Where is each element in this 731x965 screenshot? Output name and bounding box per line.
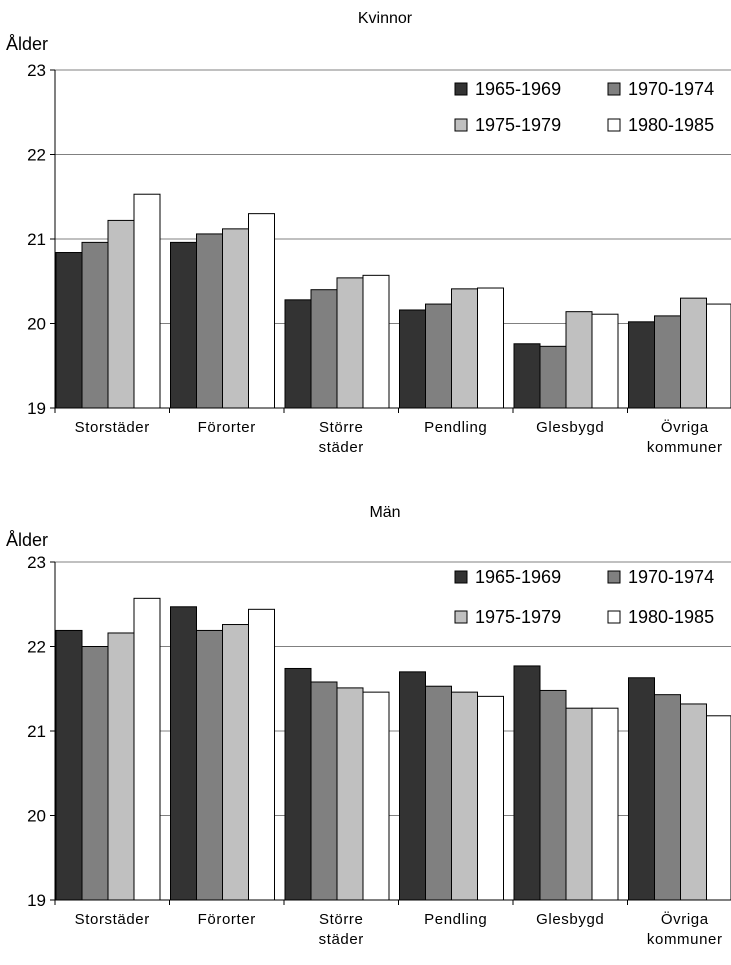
bar-1975-1979	[337, 278, 363, 408]
y-tick-label: 22	[27, 638, 46, 657]
bar-1980-1985	[134, 194, 160, 408]
y-tick-label: 23	[27, 61, 46, 80]
legend-label: 1975-1979	[475, 607, 561, 627]
x-tick-label: Större	[319, 911, 363, 928]
bar-1965-1969	[514, 666, 540, 900]
bar-1980-1985	[592, 314, 618, 408]
x-tick-label: Förorter	[198, 911, 256, 928]
bar-1975-1979	[223, 229, 249, 408]
legend-label: 1970-1974	[628, 79, 714, 99]
bar-1970-1974	[311, 290, 337, 408]
bar-1975-1979	[681, 298, 707, 408]
bar-1970-1974	[197, 630, 223, 900]
y-tick-label: 21	[27, 230, 46, 249]
x-tick-label: städer	[319, 931, 364, 948]
y-tick-label: 19	[27, 399, 46, 418]
bar-1980-1985	[249, 609, 275, 900]
bar-1975-1979	[223, 625, 249, 900]
x-tick-label: Storstäder	[75, 911, 150, 928]
bar-1980-1985	[363, 692, 389, 900]
y-tick-label: 23	[27, 553, 46, 572]
legend-label: 1975-1979	[475, 115, 561, 135]
bar-1965-1969	[171, 607, 197, 900]
bar-1975-1979	[566, 708, 592, 900]
bar-1965-1969	[56, 630, 82, 900]
y-axis-label: Ålder	[6, 530, 48, 550]
legend-label: 1980-1985	[628, 115, 714, 135]
legend-swatch	[608, 83, 620, 95]
y-tick-label: 20	[27, 315, 46, 334]
legend-swatch	[455, 611, 467, 623]
bar-1975-1979	[337, 688, 363, 900]
bar-1970-1974	[426, 686, 452, 900]
bar-1970-1974	[540, 346, 566, 408]
bar-1970-1974	[426, 304, 452, 408]
legend-label: 1965-1969	[475, 567, 561, 587]
legend-swatch	[608, 611, 620, 623]
bar-1975-1979	[452, 692, 478, 900]
bar-1975-1979	[681, 704, 707, 900]
bar-1970-1974	[197, 234, 223, 408]
x-tick-label: städer	[319, 439, 364, 456]
bar-1975-1979	[108, 220, 134, 408]
x-tick-label: Förorter	[198, 419, 256, 436]
x-tick-label: Pendling	[424, 419, 487, 436]
bar-1970-1974	[655, 695, 681, 900]
bar-1965-1969	[400, 310, 426, 408]
bar-1965-1969	[629, 678, 655, 900]
legend-swatch	[455, 83, 467, 95]
x-tick-label: Pendling	[424, 911, 487, 928]
x-tick-label: Större	[319, 419, 363, 436]
y-tick-label: 20	[27, 807, 46, 826]
bar-1975-1979	[566, 312, 592, 408]
x-tick-label: Glesbygd	[536, 911, 604, 928]
legend-swatch	[455, 119, 467, 131]
legend-label: 1965-1969	[475, 79, 561, 99]
bar-1980-1985	[363, 275, 389, 408]
x-tick-label: Storstäder	[75, 419, 150, 436]
bar-1965-1969	[285, 668, 311, 900]
bar-1965-1969	[285, 300, 311, 408]
legend-swatch	[608, 571, 620, 583]
bar-1965-1969	[171, 242, 197, 408]
bar-1965-1969	[56, 253, 82, 408]
bar-1970-1974	[655, 316, 681, 408]
bar-1980-1985	[478, 288, 504, 408]
bar-1965-1969	[400, 672, 426, 900]
chart-title: Kvinnor	[358, 10, 413, 27]
y-tick-label: 22	[27, 146, 46, 165]
bar-1980-1985	[707, 304, 731, 408]
y-axis-label: Ålder	[6, 34, 48, 54]
y-tick-label: 19	[27, 891, 46, 910]
bar-1965-1969	[514, 344, 540, 408]
chart-1: Kvinnor Ålder 19 20 21 22 23 1965-1969 1970-1974…	[6, 10, 731, 456]
chart-2: Män Ålder 19 20 21 22 23 1965-1969 1970-1974 1975…	[6, 504, 731, 948]
x-tick-label: kommuner	[647, 439, 723, 456]
bar-1975-1979	[108, 633, 134, 900]
bar-1970-1974	[82, 647, 108, 901]
bar-1970-1974	[540, 690, 566, 900]
bar-1970-1974	[82, 242, 108, 408]
legend-swatch	[455, 571, 467, 583]
y-tick-label: 21	[27, 722, 46, 741]
chart-title: Män	[369, 504, 400, 521]
legend-label: 1980-1985	[628, 607, 714, 627]
bar-1965-1969	[629, 322, 655, 408]
bar-1970-1974	[311, 682, 337, 900]
bar-1980-1985	[134, 598, 160, 900]
legend-swatch	[608, 119, 620, 131]
x-tick-label: kommuner	[647, 931, 723, 948]
x-tick-label: Glesbygd	[536, 419, 604, 436]
bar-1980-1985	[478, 696, 504, 900]
bar-1980-1985	[249, 214, 275, 408]
bar-1980-1985	[707, 716, 731, 900]
x-tick-label: Övriga	[661, 910, 709, 928]
x-tick-label: Övriga	[661, 418, 709, 436]
bar-1980-1985	[592, 708, 618, 900]
legend-label: 1970-1974	[628, 567, 714, 587]
bar-1975-1979	[452, 289, 478, 408]
